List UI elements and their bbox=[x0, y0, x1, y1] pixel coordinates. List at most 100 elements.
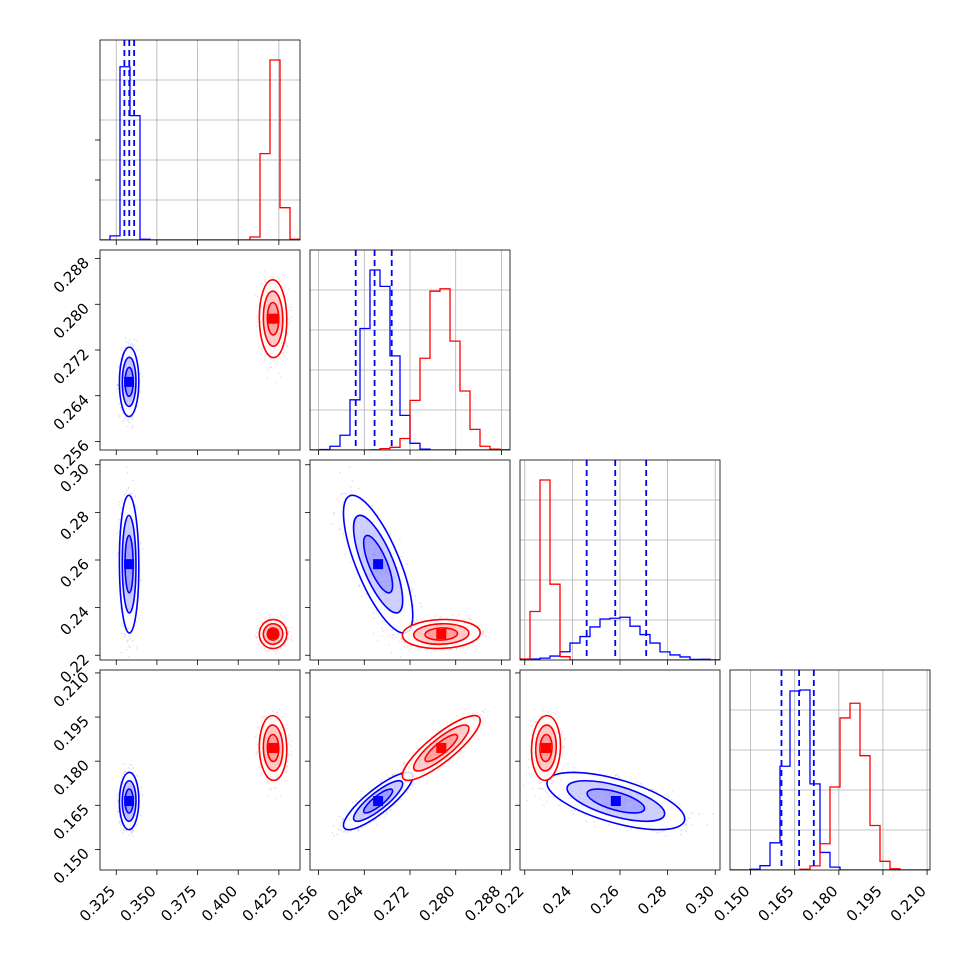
sample-point bbox=[128, 655, 131, 658]
sample-point bbox=[256, 625, 259, 628]
histogram-series_b bbox=[310, 288, 510, 450]
sample-point bbox=[139, 390, 142, 393]
sample-point bbox=[257, 345, 260, 348]
sample-point bbox=[272, 276, 275, 279]
sample-point bbox=[135, 340, 138, 342]
sample-point bbox=[277, 617, 280, 620]
sample-point bbox=[264, 280, 266, 283]
sample-point bbox=[256, 631, 258, 634]
sample-point bbox=[119, 357, 122, 360]
sample-point bbox=[127, 420, 130, 423]
sample-point bbox=[116, 384, 118, 386]
histogram-series_b bbox=[100, 59, 300, 240]
sample-point bbox=[276, 650, 279, 653]
sample-point bbox=[128, 421, 131, 424]
sample-point bbox=[120, 406, 122, 409]
sample-point bbox=[290, 319, 293, 322]
sample-point bbox=[136, 506, 139, 509]
sample-point bbox=[286, 626, 289, 629]
sample-point bbox=[131, 416, 134, 418]
sample-point bbox=[124, 633, 126, 636]
sample-point bbox=[287, 318, 290, 321]
sample-point bbox=[120, 632, 123, 635]
sample-point bbox=[290, 626, 293, 629]
sample-point bbox=[116, 383, 119, 386]
sample-point bbox=[264, 355, 266, 358]
sample-point bbox=[279, 614, 282, 617]
sample-point bbox=[282, 616, 284, 619]
sample-point bbox=[279, 280, 281, 283]
sample-point bbox=[286, 357, 288, 360]
sample-point bbox=[131, 639, 134, 642]
sample-point bbox=[126, 640, 129, 643]
sample-point bbox=[255, 316, 258, 319]
sample-point bbox=[117, 384, 119, 387]
sample-point bbox=[124, 635, 126, 638]
sample-point bbox=[286, 332, 289, 335]
sample-point bbox=[263, 358, 266, 361]
sample-point bbox=[139, 541, 142, 544]
sample-point bbox=[260, 282, 263, 284]
sample-point bbox=[256, 296, 259, 298]
sample-point bbox=[283, 286, 286, 289]
sample-point bbox=[129, 492, 132, 495]
sample-point bbox=[290, 635, 293, 638]
sample-point bbox=[140, 372, 143, 375]
sample-point bbox=[141, 547, 144, 550]
panel-0-0 bbox=[95, 39, 301, 245]
sample-point bbox=[290, 309, 293, 312]
sample-point bbox=[285, 344, 288, 347]
sample-point bbox=[290, 639, 293, 642]
sample-point bbox=[131, 424, 134, 427]
sample-point bbox=[127, 486, 130, 489]
sample-point bbox=[285, 293, 288, 295]
panel-1-1 bbox=[309, 249, 511, 455]
sample-point bbox=[273, 616, 275, 619]
histogram-series_a bbox=[310, 269, 510, 450]
sample-point bbox=[121, 625, 124, 627]
sample-point bbox=[290, 306, 293, 309]
sample-point bbox=[120, 347, 123, 350]
sample-point bbox=[126, 425, 129, 428]
sample-point bbox=[124, 346, 127, 349]
sample-point bbox=[254, 294, 257, 297]
sample-point bbox=[121, 622, 124, 624]
sample-point bbox=[118, 501, 121, 503]
sample-point bbox=[120, 499, 123, 502]
sample-point bbox=[136, 349, 139, 352]
sample-point bbox=[120, 651, 123, 654]
density-peak bbox=[124, 559, 135, 570]
sample-point bbox=[288, 323, 291, 326]
sample-point bbox=[135, 647, 138, 649]
sample-point bbox=[118, 413, 121, 416]
sample-point bbox=[268, 615, 271, 618]
sample-point bbox=[125, 490, 128, 492]
sample-point bbox=[120, 507, 123, 510]
sample-point bbox=[274, 652, 277, 655]
sample-point bbox=[270, 366, 273, 369]
sample-point bbox=[279, 647, 282, 650]
sample-point bbox=[127, 341, 130, 344]
sample-point bbox=[272, 277, 274, 279]
sample-point bbox=[261, 349, 263, 351]
sample-point bbox=[274, 381, 277, 384]
sample-point bbox=[131, 426, 133, 429]
density-peak bbox=[268, 313, 279, 324]
sample-point bbox=[122, 419, 125, 422]
sample-point bbox=[117, 387, 120, 390]
sample-point bbox=[273, 650, 276, 652]
sample-point bbox=[118, 403, 121, 406]
sample-point bbox=[130, 342, 133, 345]
y-tick-label: 0.280 bbox=[50, 299, 93, 342]
sample-point bbox=[269, 276, 272, 279]
sample-point bbox=[277, 372, 280, 375]
sample-point bbox=[116, 554, 118, 557]
y-tick-label: 0.264 bbox=[50, 391, 93, 434]
panel-2-0: 0.220.240.260.280.30 bbox=[56, 459, 301, 687]
sample-point bbox=[118, 364, 120, 366]
sample-point bbox=[126, 471, 129, 474]
sample-point bbox=[121, 411, 124, 414]
sample-point bbox=[264, 278, 267, 281]
